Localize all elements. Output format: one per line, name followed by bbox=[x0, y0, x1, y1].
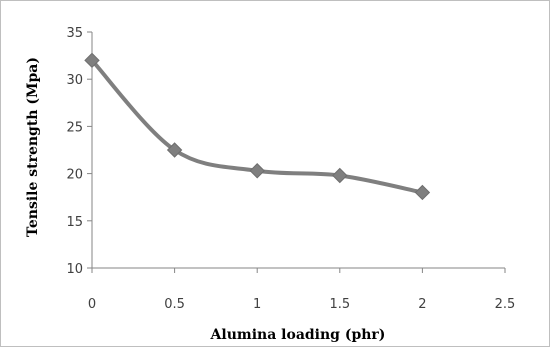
x-tick-label: 1 bbox=[253, 297, 261, 312]
series-markers bbox=[84, 52, 431, 201]
x-tick-label: 0.5 bbox=[164, 297, 185, 312]
x-tick-label: 2.5 bbox=[495, 297, 516, 312]
y-tick-label: 20 bbox=[66, 168, 83, 183]
x-axis-ticks: 0 0.5 1 1.5 2 2.5 bbox=[88, 268, 515, 312]
x-tick-label: 2 bbox=[418, 297, 426, 312]
x-axis-title: Alumina loading (phr) bbox=[210, 327, 386, 343]
x-tick-label: 0 bbox=[88, 297, 96, 312]
data-point-marker bbox=[249, 163, 265, 179]
y-tick-label: 35 bbox=[66, 26, 83, 41]
y-tick-label: 10 bbox=[66, 262, 83, 277]
data-point-marker bbox=[414, 184, 431, 201]
y-axis-title: Tensile strength (Mpa) bbox=[25, 57, 41, 237]
data-point-marker bbox=[166, 142, 183, 158]
chart-axes bbox=[91, 32, 505, 269]
data-point-marker bbox=[84, 52, 100, 69]
data-point-marker bbox=[332, 167, 348, 184]
y-tick-label: 15 bbox=[66, 215, 83, 230]
y-tick-label: 25 bbox=[66, 120, 83, 135]
x-tick-label: 1.5 bbox=[329, 297, 350, 312]
y-axis-ticks: 10 15 20 25 30 35 bbox=[66, 26, 92, 277]
y-tick-label: 30 bbox=[66, 73, 83, 88]
